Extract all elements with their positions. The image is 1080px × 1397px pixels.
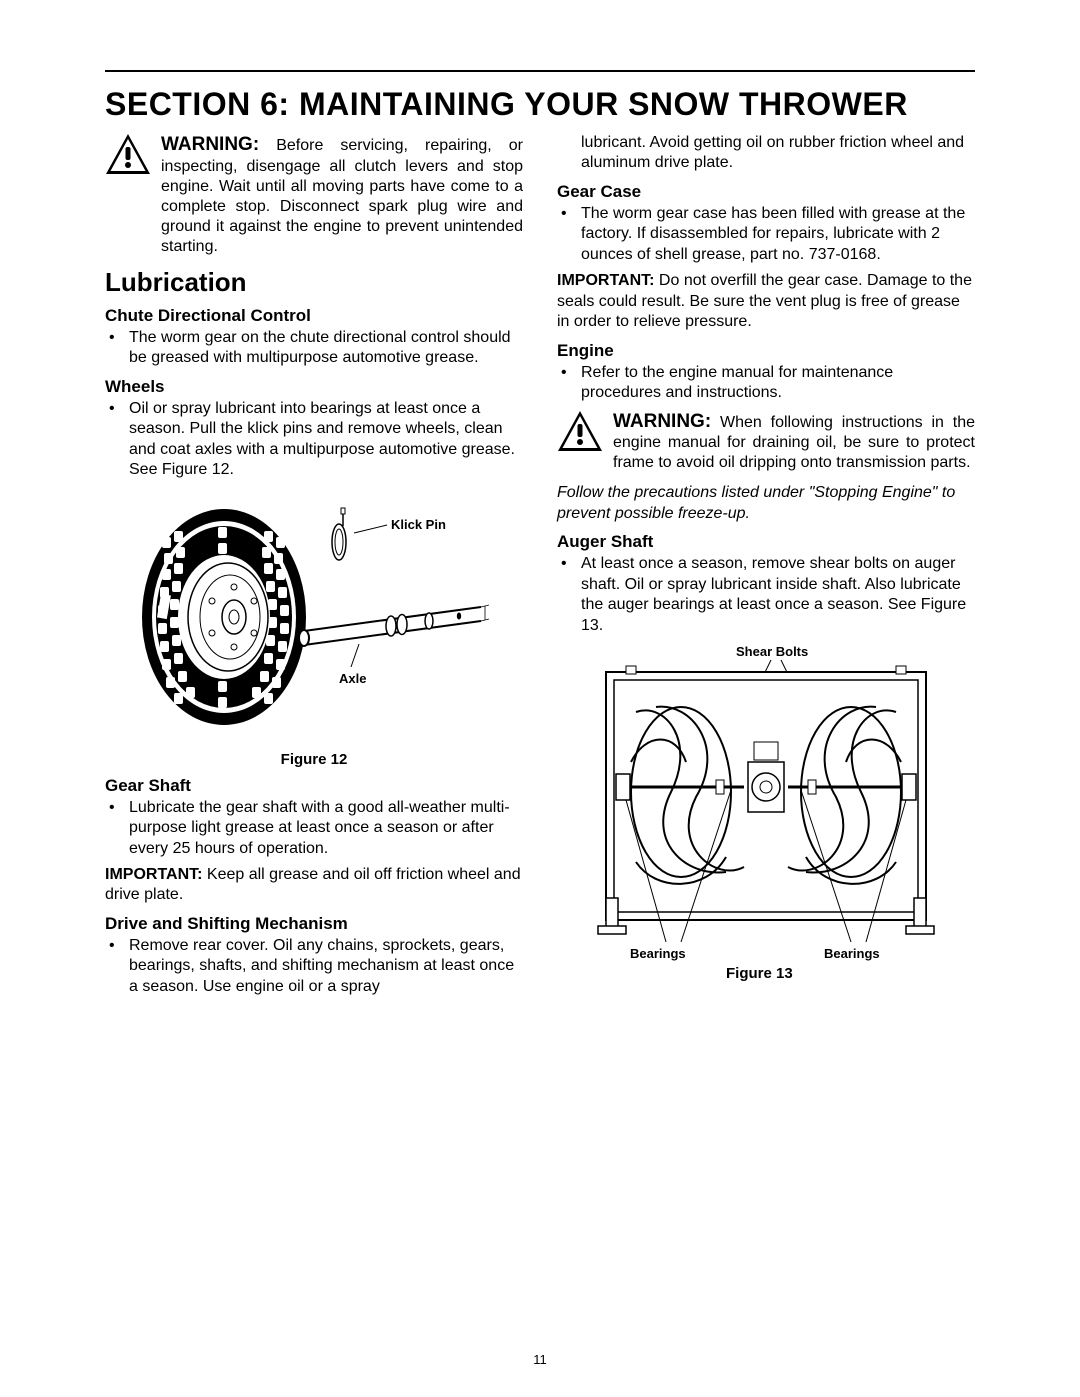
drive-list: Remove rear cover. Oil any chains, sproc… (105, 936, 523, 997)
warning-label: WARNING: (613, 411, 711, 432)
list-item: Oil or spray lubricant into bearings at … (105, 399, 523, 481)
fig12-axle-label: Axle (339, 671, 366, 686)
auger-list: At least once a season, remove shear bol… (557, 554, 975, 636)
chute-list: The worm gear on the chute directional c… (105, 328, 523, 369)
fig13-caption: Figure 13 (726, 965, 793, 982)
lubrication-heading: Lubrication (105, 267, 523, 298)
warning-block-1: WARNING: Before servicing, repairing, or… (105, 133, 523, 257)
wheels-heading: Wheels (105, 377, 523, 397)
gearcase-list: The worm gear case has been filled with … (557, 204, 975, 265)
list-item: The worm gear on the chute directional c… (105, 328, 523, 369)
section-divider (105, 70, 975, 72)
list-item: The worm gear case has been filled with … (557, 204, 975, 265)
figure-12: Klick Pin (105, 487, 523, 747)
gearshaft-heading: Gear Shaft (105, 776, 523, 796)
gearshaft-list: Lubricate the gear shaft with a good all… (105, 798, 523, 859)
important-label: IMPORTANT: (557, 272, 654, 289)
warning-block-2: WARNING: When following instructions in … (557, 410, 975, 474)
list-item: Lubricate the gear shaft with a good all… (105, 798, 523, 859)
fig12-klick-label: Klick Pin (391, 517, 446, 532)
engine-heading: Engine (557, 341, 975, 361)
figure-13: Shear Bolts (557, 642, 975, 987)
warning-label: WARNING: (161, 134, 259, 155)
auger-heading: Auger Shaft (557, 532, 975, 552)
important-note-2: IMPORTANT: Do not overfill the gear case… (557, 271, 975, 332)
engine-list: Refer to the engine manual for maintenan… (557, 363, 975, 404)
italic-note: Follow the precautions listed under "Sto… (557, 483, 975, 524)
drive-heading: Drive and Shifting Mechanism (105, 914, 523, 934)
warning-paragraph: WARNING: Before servicing, repairing, or… (161, 133, 523, 257)
continuation-para: lubricant. Avoid getting oil on rubber f… (557, 133, 975, 174)
two-column-layout: WARNING: Before servicing, repairing, or… (105, 133, 975, 1003)
page-number: 11 (0, 1352, 1080, 1367)
left-column: WARNING: Before servicing, repairing, or… (105, 133, 523, 1003)
warning-paragraph: WARNING: When following instructions in … (613, 410, 975, 474)
list-item: Remove rear cover. Oil any chains, sproc… (105, 936, 523, 997)
list-item: At least once a season, remove shear bol… (557, 554, 975, 636)
list-item: Refer to the engine manual for maintenan… (557, 363, 975, 404)
important-label: IMPORTANT: (105, 866, 202, 883)
gearcase-heading: Gear Case (557, 182, 975, 202)
wheels-list: Oil or spray lubricant into bearings at … (105, 399, 523, 481)
right-column: lubricant. Avoid getting oil on rubber f… (557, 133, 975, 1003)
warning-triangle-icon (557, 410, 603, 452)
fig13-bearings-right: Bearings (824, 946, 880, 961)
fig13-shear-label: Shear Bolts (736, 644, 808, 659)
important-note-1: IMPORTANT: Keep all grease and oil off f… (105, 865, 523, 906)
chute-heading: Chute Directional Control (105, 306, 523, 326)
figure-12-caption: Figure 12 (105, 751, 523, 768)
fig13-bearings-left: Bearings (630, 946, 686, 961)
section-title: SECTION 6: MAINTAINING YOUR SNOW THROWER (105, 86, 975, 123)
warning-triangle-icon (105, 133, 151, 175)
